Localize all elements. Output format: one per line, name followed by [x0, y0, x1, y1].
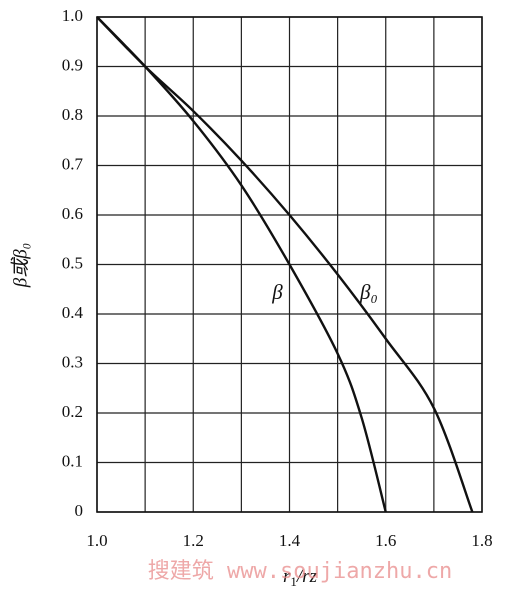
- line: [96, 16, 474, 513]
- y-tick-label: 0.2: [62, 402, 83, 421]
- y-tick-label: 0.8: [62, 105, 83, 124]
- y-tick-label: 0.7: [62, 154, 84, 173]
- y-axis-label: β或β₀: [10, 243, 31, 289]
- x-tick-label: 1.0: [86, 531, 107, 550]
- y-tick-label: 0.1: [62, 451, 83, 470]
- x-label-part: 1: [290, 574, 297, 589]
- y-tick-label: 0.9: [62, 55, 83, 74]
- x-label-part: r: [283, 566, 291, 587]
- series-label: β: [271, 280, 283, 304]
- y-tick-label: 0: [75, 501, 84, 520]
- y-tick-label: 0.4: [62, 303, 84, 322]
- plot-frame: [96, 16, 483, 513]
- y-tick-label: 0.3: [62, 352, 83, 371]
- y-tick-label: 0.5: [62, 253, 83, 272]
- y-tick-label: 1.0: [62, 6, 83, 25]
- x-tick-label: 1.4: [279, 531, 301, 550]
- x-label-part: /r: [296, 566, 310, 587]
- series-label: β₀: [359, 280, 378, 304]
- x-tick-label: 1.8: [471, 531, 492, 550]
- x-tick-label: 1.6: [375, 531, 396, 550]
- x-axis-label: r1/rz: [283, 566, 318, 589]
- watermark: 搜建筑 www.soujianzhu.cn: [148, 559, 452, 584]
- y-tick-label: 0.6: [62, 204, 83, 223]
- x-tick-label: 1.2: [183, 531, 204, 550]
- x-label-part: z: [309, 566, 318, 587]
